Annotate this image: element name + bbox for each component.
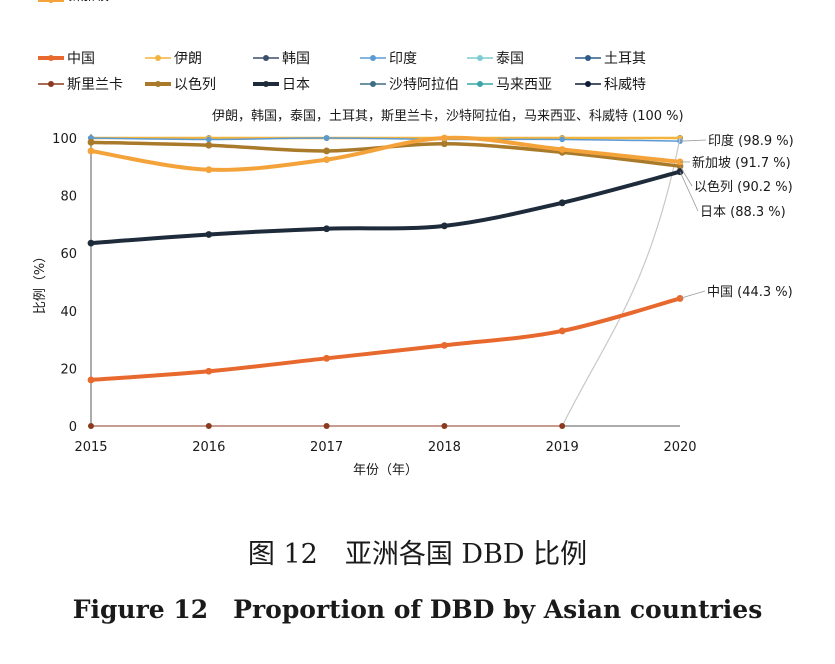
legend-swatch-marker xyxy=(48,81,54,87)
legend-label: 印度 xyxy=(389,51,417,67)
x-tick-label: 2017 xyxy=(310,440,343,455)
legend-item: 以色列 xyxy=(145,76,216,93)
legend-swatch-marker xyxy=(155,81,161,87)
y-tick-label: 0 xyxy=(69,420,77,435)
x-tick-label: 2020 xyxy=(663,440,696,455)
legend-label: 泰国 xyxy=(496,51,524,67)
series-marker xyxy=(87,147,95,155)
legend-swatch-marker xyxy=(155,55,161,61)
legend-label: 伊朗 xyxy=(174,51,202,67)
y-tick-label: 40 xyxy=(60,305,77,320)
annotation-china: 中国 (44.3 %) xyxy=(707,285,793,300)
legend-label: 斯里兰卡 xyxy=(67,77,123,93)
series-marker xyxy=(206,136,212,143)
legend-label: 新加坡 xyxy=(67,0,109,4)
legend-item: 日本 xyxy=(253,77,310,93)
legend-swatch-marker xyxy=(48,55,54,61)
y-tick-label: 60 xyxy=(60,247,77,262)
series-marker xyxy=(323,354,330,362)
x-tick-label: 2018 xyxy=(428,440,461,455)
legend-label: 中国 xyxy=(67,51,95,67)
legend-item: 马来西亚 xyxy=(467,77,552,93)
legend-swatch-marker xyxy=(585,81,591,87)
annotation-leader-line xyxy=(679,166,693,187)
annotation-israel: 以色列 (90.2 %) xyxy=(694,179,793,195)
series-marker xyxy=(441,222,448,230)
annotation-japan: 日本 (88.3 %) xyxy=(700,205,786,220)
series-marker-sri-lanka xyxy=(323,423,330,429)
series-marker-sri-lanka xyxy=(559,423,566,429)
y-tick-label: 100 xyxy=(52,132,77,147)
series-marker xyxy=(87,376,95,384)
series-line-中国 xyxy=(89,296,682,382)
legend-item: 科威特 xyxy=(575,77,646,93)
legend-swatch-marker xyxy=(370,55,376,61)
x-tick-label: 2016 xyxy=(192,440,225,455)
series-marker-sri-lanka xyxy=(205,423,212,429)
series-line-sri-lanka-rise xyxy=(561,137,681,427)
legend-swatch-marker xyxy=(477,55,483,61)
legend-item: 沙特阿拉伯 xyxy=(360,77,459,93)
series-marker xyxy=(558,327,566,335)
legend-swatch-marker xyxy=(263,81,269,87)
series-marker xyxy=(205,231,213,238)
legend-item: 新加坡 xyxy=(38,0,109,4)
series-marker xyxy=(559,136,565,143)
y-axis-title: 比例（%） xyxy=(33,250,48,314)
series-marker xyxy=(558,146,566,153)
legend-item: 印度 xyxy=(360,51,417,67)
annotation-leader-line xyxy=(679,171,699,212)
series-marker xyxy=(87,138,95,146)
legend-label: 科威特 xyxy=(604,77,646,93)
legend-label: 土耳其 xyxy=(604,51,646,67)
line-chart: 0 20 40 60 80 100 2015 2016 2017 2018 2019 2020 年份（年… xyxy=(33,0,794,478)
legend-label: 以色列 xyxy=(174,76,216,93)
legend-item: 中国 xyxy=(38,51,95,67)
series-marker xyxy=(441,140,448,148)
legend-item: 韩国 xyxy=(253,51,310,67)
series-marker-sri-lanka xyxy=(88,423,94,429)
legend-label: 沙特阿拉伯 xyxy=(389,77,459,93)
legend-item: 伊朗 xyxy=(145,51,202,67)
y-tick-label: 20 xyxy=(60,362,77,377)
legend-item: 泰国 xyxy=(467,51,524,67)
legend-swatch-marker xyxy=(477,81,483,87)
annotation-leader-line xyxy=(679,139,707,142)
series-marker xyxy=(558,199,566,207)
series-marker xyxy=(87,239,95,247)
legend-label: 日本 xyxy=(282,77,310,93)
legend-swatch-marker xyxy=(370,81,376,87)
series-marker xyxy=(323,225,330,233)
legend-label: 韩国 xyxy=(282,51,310,67)
series-line-日本 xyxy=(89,169,682,246)
x-axis-title: 年份（年） xyxy=(353,463,418,478)
figure-caption-english: Figure 12 Proportion of DBD by Asian cou… xyxy=(72,595,763,624)
legend-item: 斯里兰卡 xyxy=(38,77,123,93)
annotation-100-percent-group: 伊朗，韩国，泰国，土耳其，斯里兰卡，沙特阿拉伯，马来西亚、科威特 (100 %) xyxy=(212,109,684,124)
series-marker xyxy=(441,134,448,142)
annotation-leader-line xyxy=(679,290,706,299)
series-marker xyxy=(205,367,213,375)
legend-swatch-marker xyxy=(48,0,54,3)
legend-label: 马来西亚 xyxy=(496,77,552,93)
series-line-印度 xyxy=(90,137,681,142)
y-tick-label: 80 xyxy=(60,190,77,205)
legend-item: 土耳其 xyxy=(575,51,646,67)
series-marker xyxy=(323,147,330,155)
series-marker xyxy=(323,156,330,164)
legend-swatch-marker xyxy=(263,55,269,61)
series-marker xyxy=(205,141,213,149)
x-tick-label: 2019 xyxy=(546,440,579,455)
x-tick-label: 2015 xyxy=(74,440,107,455)
legend-swatch-marker xyxy=(585,55,591,61)
figure-caption-chinese: 图 12 亚洲各国 DBD 比例 xyxy=(247,539,588,570)
series-marker xyxy=(441,341,448,349)
series-marker-sri-lanka xyxy=(441,423,448,429)
series-marker xyxy=(205,166,213,174)
annotation-india: 印度 (98.9 %) xyxy=(708,133,794,149)
annotation-singapore: 新加坡 (91.7 %) xyxy=(692,155,791,171)
series-line-新加坡 xyxy=(89,135,682,172)
series-marker xyxy=(323,135,330,141)
